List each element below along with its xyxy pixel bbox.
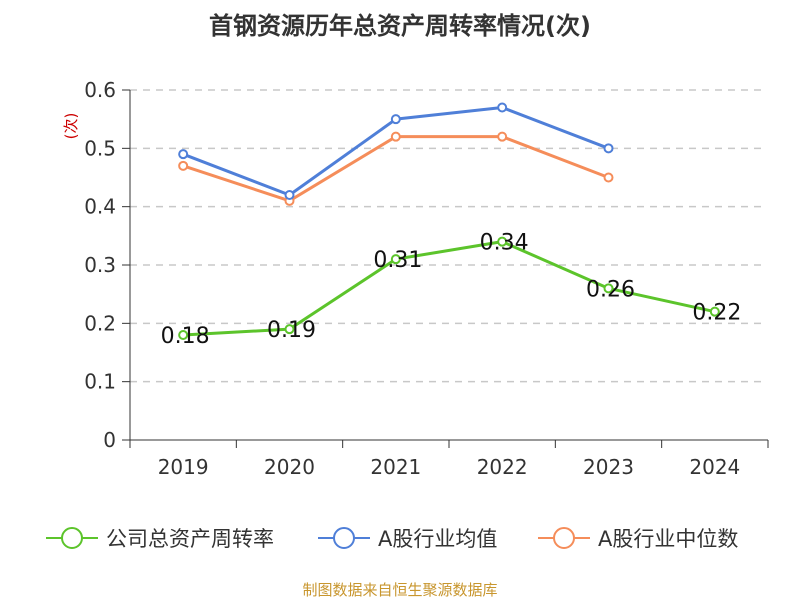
data-point[interactable] xyxy=(497,102,508,113)
y-tick-label: 0.2 xyxy=(84,311,116,335)
grid xyxy=(130,89,762,383)
data-point[interactable] xyxy=(178,160,189,171)
legend-marker xyxy=(333,527,355,549)
source-note: 制图数据来自恒生聚源数据库 xyxy=(302,581,497,599)
data-label: 0.34 xyxy=(480,231,529,256)
data-label: 0.22 xyxy=(692,301,741,326)
data-point[interactable] xyxy=(284,190,295,200)
chart-title: 首钢资源历年总资产周转率情况(次) xyxy=(209,12,591,40)
data-labels: 0.18 0.19 0.31 0.34 0.26 0.22 xyxy=(161,231,742,349)
y-tick-label: 0.3 xyxy=(84,253,116,277)
legend-label: A股行业均值 xyxy=(378,527,497,551)
data-label: 0.31 xyxy=(373,248,422,273)
series xyxy=(178,102,720,340)
data-label: 0.26 xyxy=(586,277,635,302)
legend-item[interactable]: 公司总资产周转率 xyxy=(46,527,274,551)
x-tick-label: 2019 xyxy=(158,455,209,479)
data-point[interactable] xyxy=(497,236,508,247)
legend[interactable]: 公司总资产周转率 A股行业均值 A股行业中位数 xyxy=(46,527,738,551)
y-axis-label: (次) xyxy=(62,113,80,140)
data-point[interactable] xyxy=(390,254,401,265)
data-point[interactable] xyxy=(709,306,720,317)
data-point[interactable] xyxy=(390,114,401,125)
series-line xyxy=(183,240,716,337)
data-label: 0.19 xyxy=(267,318,316,343)
x-tick-label: 2021 xyxy=(370,455,421,479)
data-point[interactable] xyxy=(603,283,614,294)
y-tick-label: 0.1 xyxy=(84,370,116,394)
data-point[interactable] xyxy=(603,172,614,183)
data-point[interactable] xyxy=(603,143,614,154)
legend-label: A股行业中位数 xyxy=(598,527,738,551)
data-label: 0.18 xyxy=(161,324,210,349)
legend-label: 公司总资产周转率 xyxy=(106,527,274,551)
legend-marker xyxy=(61,527,83,549)
legend-item[interactable]: A股行业均值 xyxy=(318,527,497,551)
y-tick-label: 0 xyxy=(103,428,116,452)
y-tick-label: 0.6 xyxy=(84,78,116,102)
y-tick-label: 0.5 xyxy=(84,136,116,160)
data-point[interactable] xyxy=(284,324,295,335)
legend-item[interactable]: A股行业中位数 xyxy=(538,527,738,551)
x-tick-label: 2023 xyxy=(583,455,634,479)
x-tick-label: 2024 xyxy=(689,455,740,479)
x-tick-label: 2022 xyxy=(477,455,528,479)
data-point[interactable] xyxy=(390,131,401,142)
y-tick-label: 0.4 xyxy=(84,195,116,219)
axes: 0 0.1 0.2 0.3 0.4 0.5 0.6 2019 2020 2021 2022 2023 2… xyxy=(84,78,769,479)
data-point[interactable] xyxy=(178,149,189,160)
data-point[interactable] xyxy=(497,131,508,142)
data-point[interactable] xyxy=(178,330,189,340)
legend-marker xyxy=(553,527,575,549)
series-line xyxy=(182,135,610,203)
x-tick-label: 2020 xyxy=(264,455,315,479)
